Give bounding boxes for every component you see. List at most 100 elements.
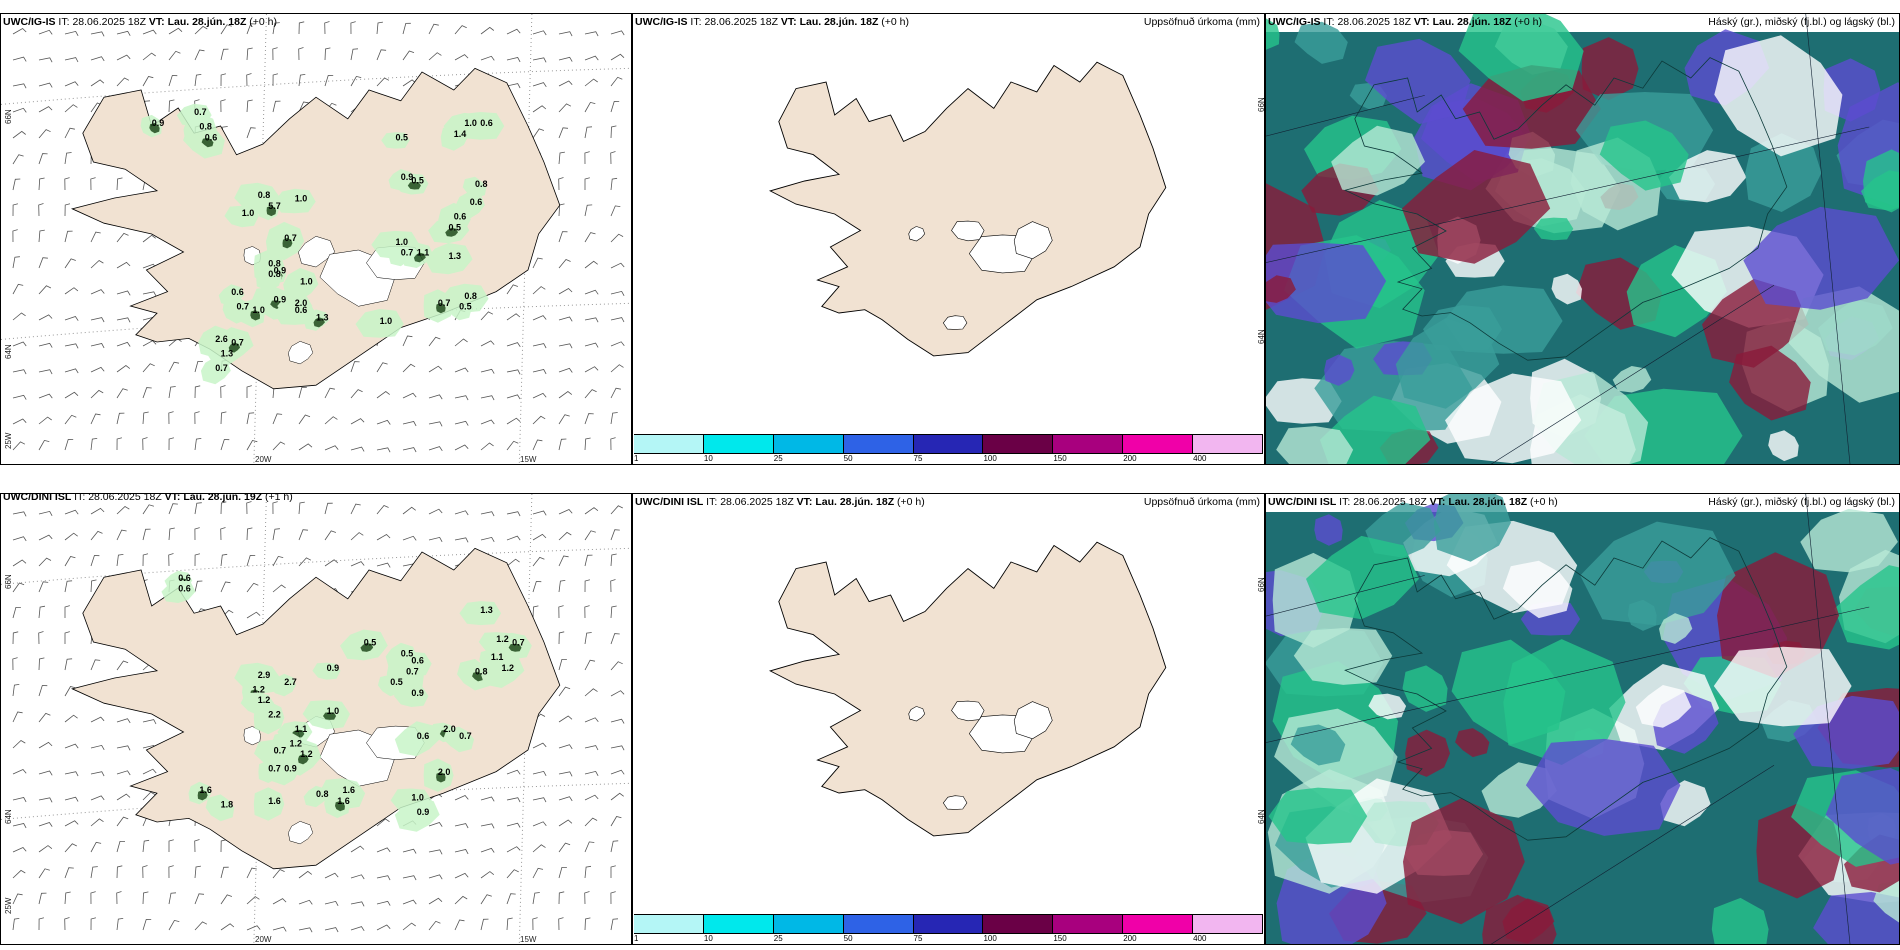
precip-value-label: 0.7	[512, 638, 525, 648]
precip-value-label: 0.7	[237, 302, 250, 312]
precip-areas	[161, 570, 532, 832]
border-line	[1805, 14, 1851, 464]
border-line	[1266, 126, 1870, 263]
precip-value-label: 2.0	[443, 724, 456, 734]
precip-value-label: 0.8	[464, 291, 477, 301]
precip-wind-panel-bottom: UWC/DINI ISL IT: 28.06.2025 18Z VT: Lau.…	[0, 493, 632, 945]
lon-label: 20W	[255, 935, 272, 944]
precip-colorbar	[634, 434, 1264, 454]
glacier-area	[942, 315, 968, 330]
precip-value-label: 0.6	[411, 656, 424, 666]
precip-value-label: 1.3	[221, 348, 234, 358]
colorbar-tick-label: 25	[773, 454, 783, 463]
precip-value-label: 1.6	[337, 796, 350, 806]
glacier-area	[1013, 701, 1053, 740]
panel-title: Háský (gr.), miðský (fj.bl.) og lágský (…	[1708, 16, 1895, 28]
colorbar-segment	[1053, 915, 1124, 933]
precip-value-label: 0.6	[295, 305, 308, 315]
precip-value-label: 0.8	[268, 258, 281, 268]
iceland-outline	[1344, 537, 1788, 841]
lat-label: 64N	[4, 344, 13, 359]
colorbar-segment	[1123, 435, 1194, 453]
lon-label: 15W	[520, 455, 537, 464]
precip-value-label: 1.2	[502, 663, 515, 673]
cloud-layers	[1266, 494, 1899, 944]
border-line	[1266, 95, 1425, 137]
precip-value-label: 0.7	[284, 233, 297, 243]
precip-value-label: 1.4	[454, 129, 467, 139]
precip-value-label: 0.9	[411, 688, 424, 698]
colorbar-tick-label: 400	[1193, 934, 1207, 943]
glacier-area	[298, 236, 336, 268]
precip-value-label: 1.0	[380, 316, 393, 326]
precip-value-label: 1.0	[295, 194, 308, 204]
precip-value-label: 2.0	[438, 767, 451, 777]
graticule-line	[253, 494, 267, 944]
precip-value-label: 0.6	[178, 573, 191, 583]
precip-value-label: 0.5	[364, 638, 377, 648]
precip-value-label: 1.2	[300, 749, 313, 759]
colorbar-tick-label: 75	[913, 454, 923, 463]
border-line	[1266, 575, 1425, 617]
precip-value-label: 0.8	[475, 179, 488, 189]
colorbar-ticks: 1 10 25 50 75 100 150 200 400	[634, 454, 1263, 464]
lon-label: 25W	[4, 897, 13, 914]
colorbar-segment	[703, 915, 774, 933]
colorbar-tick-label: 1	[634, 454, 639, 463]
colorbar-segment	[703, 435, 774, 453]
precip-value-label: 0.5	[390, 677, 403, 687]
lon-label: 25W	[4, 432, 13, 449]
glacier-area	[288, 821, 314, 845]
precip-value-label: 0.9	[327, 663, 340, 673]
iceland-outline	[1344, 57, 1788, 361]
precip-value-label: 0.7	[194, 107, 207, 117]
precip-value-label: 0.9	[152, 118, 165, 128]
precip-value-label: 1.6	[199, 785, 212, 795]
precip-value-label: 1.2	[252, 684, 265, 694]
precip-value-label: 0.6	[205, 132, 218, 142]
panel-header: UWC/DINI ISL IT: 28.06.2025 18Z VT: Lau.…	[635, 496, 925, 508]
colorbar-ticks: 1 10 25 50 75 100 150 200 400	[634, 934, 1263, 944]
colorbar-tick-label: 100	[983, 454, 997, 463]
border-line	[1490, 764, 1775, 944]
colorbar-tick-label: 200	[1123, 934, 1137, 943]
precip-value-label: 0.6	[470, 197, 483, 207]
cloud-map	[1266, 494, 1899, 944]
colorbar-segment	[913, 915, 984, 933]
panel-header: UWC/DINI ISL IT: 28.06.2025 18Z VT: Lau.…	[1268, 496, 1558, 508]
precip-value-label: 2.7	[284, 677, 297, 687]
precip-value-label: 0.6	[231, 287, 244, 297]
precip-value-label: 0.8	[316, 789, 329, 799]
colorbar-tick-label: 150	[1053, 454, 1067, 463]
colorbar-tick-label: 100	[983, 934, 997, 943]
precip-value-label: 0.9	[274, 294, 287, 304]
precip-value-label: 1.1	[491, 652, 504, 662]
panel-title: Háský (gr.), miðský (fj.bl.) og lágský (…	[1708, 496, 1895, 508]
precip-value-label: 0.5	[396, 132, 409, 142]
precip-value-label: 0.8	[268, 269, 281, 279]
colorbar-tick-label: 25	[773, 934, 783, 943]
precip-colorbar	[634, 914, 1264, 934]
precip-value-label: 2.0	[295, 298, 308, 308]
colorbar-segment	[843, 915, 914, 933]
colorbar-segment	[1123, 915, 1194, 933]
colorbar-tick-label: 1	[634, 934, 639, 943]
glacier-area	[908, 226, 926, 242]
precip-value-label: 0.7	[215, 363, 228, 373]
colorbar-segment	[1193, 915, 1264, 933]
precip-value-label: 0.6	[178, 584, 191, 594]
glacier-area	[951, 220, 985, 242]
precip-value-label: 0.5	[401, 648, 414, 658]
precip-value-label: 1.0	[327, 706, 340, 716]
border-line	[1266, 606, 1870, 743]
graticule-line	[518, 494, 533, 944]
lat-label: 66N	[1257, 97, 1265, 112]
colorbar-tick-label: 50	[843, 454, 853, 463]
border-line	[1490, 284, 1775, 464]
precip-value-label: 0.7	[268, 764, 281, 774]
accumulated-precip-panel-top: UWC/IG-IS IT: 28.06.2025 18Z VT: Lau. 28…	[632, 13, 1265, 465]
precip-value-label: 0.6	[417, 731, 430, 741]
cloud-layers	[1266, 14, 1899, 464]
colorbar-tick-label: 150	[1053, 934, 1067, 943]
iceland-land	[768, 61, 1167, 357]
